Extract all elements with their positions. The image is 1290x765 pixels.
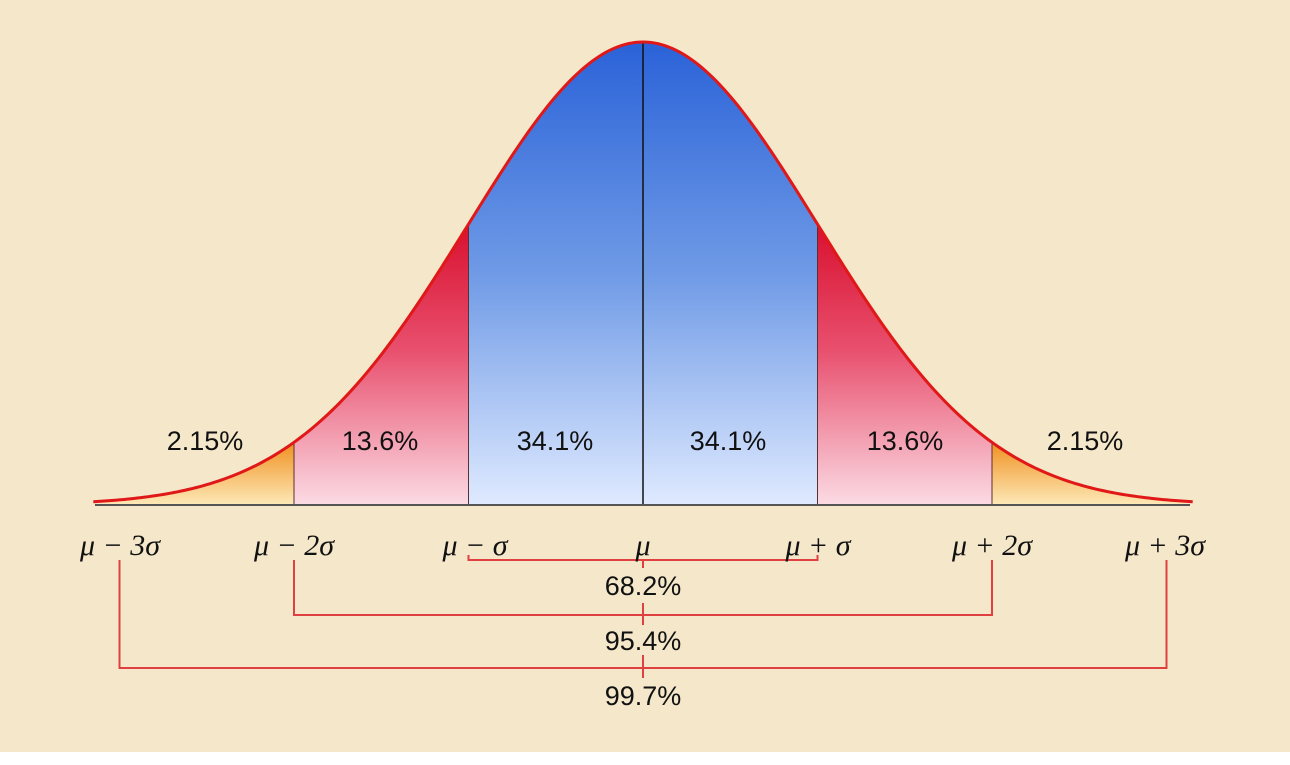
- sigma-label: μ + 2σ: [951, 529, 1033, 562]
- interval-label: 68.2%: [605, 571, 682, 601]
- region-label: 34.1%: [690, 426, 767, 456]
- sigma-label: μ + 3σ: [1124, 529, 1206, 562]
- sigma-label: μ + σ: [784, 529, 851, 562]
- interval-label: 99.7%: [605, 681, 682, 711]
- sigma-label: μ − 2σ: [253, 529, 335, 562]
- sigma-label: μ: [634, 529, 650, 562]
- bell-curve: [93, 40, 1193, 504]
- region-fill: [102, 442, 294, 505]
- region-label: 2.15%: [167, 426, 244, 456]
- sigma-label: μ − σ: [441, 529, 508, 562]
- interval-label: 95.4%: [605, 626, 682, 656]
- region-label: 13.6%: [342, 426, 419, 456]
- region-label: 2.15%: [1047, 426, 1124, 456]
- region-label: 34.1%: [517, 426, 594, 456]
- region-label: 13.6%: [867, 426, 944, 456]
- region-fill: [992, 442, 1184, 505]
- sigma-label: μ − 3σ: [79, 529, 161, 562]
